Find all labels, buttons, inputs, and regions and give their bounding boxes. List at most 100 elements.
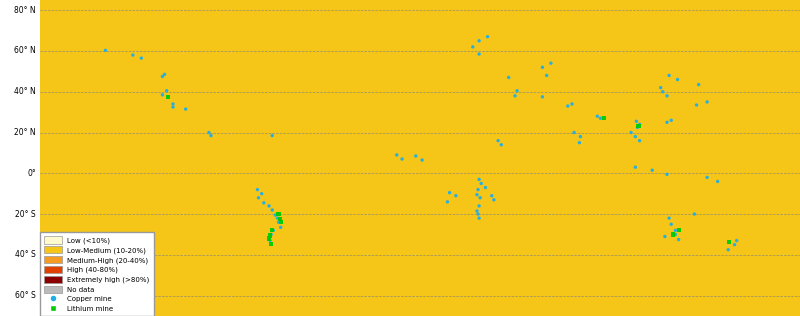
Point bbox=[722, 247, 734, 252]
Point bbox=[536, 65, 549, 70]
Point bbox=[274, 225, 287, 230]
Point bbox=[487, 197, 500, 202]
Point bbox=[474, 195, 486, 200]
Point bbox=[472, 211, 485, 216]
Point bbox=[545, 61, 558, 66]
Point bbox=[470, 209, 483, 214]
Point bbox=[390, 152, 403, 157]
Point bbox=[568, 130, 581, 135]
Point bbox=[272, 220, 285, 225]
Point bbox=[205, 133, 218, 138]
Point bbox=[711, 179, 724, 184]
Point bbox=[255, 191, 268, 196]
Point bbox=[629, 165, 642, 170]
Point bbox=[264, 238, 277, 243]
Point bbox=[566, 101, 578, 106]
Point bbox=[271, 216, 284, 221]
Point bbox=[265, 241, 278, 246]
Point bbox=[475, 181, 488, 186]
Point bbox=[502, 75, 515, 80]
Text: 80° N: 80° N bbox=[14, 6, 36, 15]
Point bbox=[473, 177, 486, 182]
Point bbox=[661, 172, 674, 177]
Point bbox=[473, 216, 486, 221]
Point bbox=[267, 228, 280, 233]
Point bbox=[166, 105, 179, 110]
Point bbox=[629, 134, 642, 139]
Point bbox=[667, 232, 680, 237]
Point bbox=[473, 204, 486, 209]
Text: 20° N: 20° N bbox=[14, 128, 36, 137]
Point bbox=[156, 74, 169, 79]
Point bbox=[479, 185, 492, 190]
Point bbox=[99, 48, 112, 53]
Point bbox=[265, 232, 278, 237]
Point bbox=[486, 193, 498, 198]
Point bbox=[562, 103, 574, 108]
Point bbox=[202, 130, 215, 135]
Point bbox=[662, 216, 675, 221]
Point bbox=[266, 228, 278, 233]
Text: 0°: 0° bbox=[27, 169, 36, 178]
Point bbox=[258, 200, 270, 205]
Point bbox=[166, 101, 179, 106]
Point bbox=[252, 195, 265, 200]
Point bbox=[573, 140, 586, 145]
Point bbox=[669, 228, 682, 233]
Point bbox=[646, 168, 658, 173]
Point bbox=[701, 100, 714, 105]
Point bbox=[665, 118, 678, 123]
Point bbox=[669, 232, 682, 237]
Legend: Low (<10%), Low-Medium (10-20%), Medium-High (20-40%), High (40-80%), Extremely : Low (<10%), Low-Medium (10-20%), Medium-… bbox=[40, 232, 154, 316]
Point bbox=[540, 73, 553, 78]
Point bbox=[672, 228, 685, 233]
Point bbox=[274, 217, 286, 222]
Point bbox=[665, 222, 678, 227]
Point bbox=[472, 187, 485, 192]
Point bbox=[266, 133, 278, 138]
Point bbox=[690, 102, 703, 107]
Point bbox=[672, 237, 685, 242]
Point bbox=[272, 211, 285, 216]
Text: 40° N: 40° N bbox=[14, 87, 36, 96]
Point bbox=[656, 89, 669, 94]
Point bbox=[481, 34, 494, 39]
Point bbox=[450, 193, 462, 198]
Point bbox=[574, 134, 587, 139]
Point bbox=[688, 211, 701, 216]
Point bbox=[162, 94, 174, 99]
Point bbox=[661, 120, 674, 125]
Text: 60° N: 60° N bbox=[14, 46, 36, 56]
Point bbox=[416, 157, 429, 162]
Point bbox=[630, 119, 642, 124]
Text: 40° S: 40° S bbox=[15, 250, 36, 259]
Point bbox=[266, 208, 278, 213]
Point bbox=[158, 72, 171, 77]
Point bbox=[598, 116, 610, 121]
Point bbox=[509, 93, 522, 98]
Point bbox=[692, 82, 705, 87]
Point bbox=[633, 122, 646, 127]
Point bbox=[473, 38, 486, 43]
Point bbox=[658, 234, 671, 239]
Point bbox=[441, 199, 454, 204]
Point bbox=[536, 94, 549, 99]
Point bbox=[126, 52, 139, 58]
Point bbox=[156, 92, 169, 97]
Point bbox=[654, 85, 667, 90]
Point bbox=[591, 114, 604, 119]
Point bbox=[262, 204, 275, 209]
Point bbox=[274, 220, 287, 225]
Point bbox=[492, 138, 505, 143]
Point bbox=[396, 156, 409, 161]
Point bbox=[269, 213, 282, 218]
Point bbox=[495, 142, 508, 147]
Point bbox=[466, 44, 479, 49]
Point bbox=[135, 56, 148, 61]
Point bbox=[594, 116, 607, 121]
Point bbox=[473, 52, 486, 57]
Point bbox=[179, 106, 192, 112]
Point bbox=[631, 125, 644, 130]
Point bbox=[728, 242, 741, 247]
Point bbox=[671, 77, 684, 82]
